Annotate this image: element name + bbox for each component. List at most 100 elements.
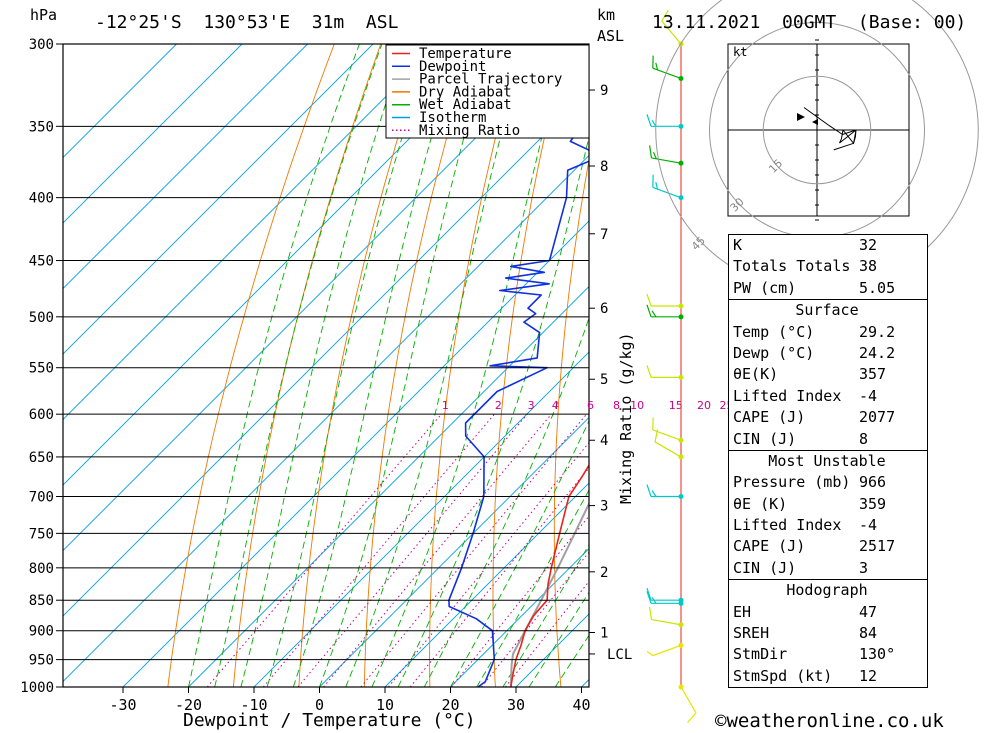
km-tick-label: 5 xyxy=(600,372,608,388)
wind-barb-feather xyxy=(654,429,659,443)
mixing-ratio-line xyxy=(481,551,589,687)
dry-adiabat-line xyxy=(363,44,475,687)
temp-tick-label: 0 xyxy=(315,696,324,714)
mixing-ratio-label: 1 xyxy=(442,399,449,412)
wind-barb-dot xyxy=(678,303,684,309)
dry-adiabat-line xyxy=(167,44,335,687)
km-tick-label: 4 xyxy=(600,433,608,449)
mu-pressure-value: 966 xyxy=(859,473,887,492)
isotherm-line xyxy=(63,44,374,355)
wind-barb-feather xyxy=(646,588,652,601)
km-tick-label: 7 xyxy=(600,227,608,243)
most-unstable-title: Most Unstable xyxy=(729,449,927,472)
mu-cin-row: CIN (J) 3 xyxy=(729,558,927,579)
mu-cape-row: CAPE (J) 2517 xyxy=(729,536,927,557)
wind-barb-feather xyxy=(646,365,652,378)
pw-label: PW (cm) xyxy=(733,278,797,297)
eh-row: EH 47 xyxy=(729,602,927,623)
wet-adiabat-line xyxy=(292,44,460,687)
indices-table: K 32 Totals Totals 38 PW (cm) 5.05 Surface … xyxy=(728,234,928,689)
hodograph-table-title: Hodograph xyxy=(729,579,927,601)
stmdir-label: StmDir xyxy=(733,645,788,664)
legend-label: Temperature xyxy=(419,46,512,62)
isotherm-line xyxy=(384,482,589,687)
pressure-tick-label: 450 xyxy=(29,254,54,270)
k-value: 32 xyxy=(859,236,878,254)
dry-adiabat-line xyxy=(553,157,589,687)
wind-barb-dot xyxy=(678,600,684,606)
plot-frame xyxy=(62,43,590,688)
stmdir-value: 130° xyxy=(859,645,896,664)
isotherm-line xyxy=(63,44,177,159)
asl-label: ASL xyxy=(597,27,625,45)
surface-temp-label: Temp (°C) xyxy=(733,322,815,341)
mu-li-label: Lifted Index xyxy=(733,516,842,535)
km-tick-label: 6 xyxy=(600,301,608,317)
wind-barb-dot xyxy=(678,75,684,81)
isotherm-line xyxy=(63,154,589,683)
wind-barb-dot xyxy=(678,494,684,500)
temp-tick-label: 30 xyxy=(507,696,525,714)
mu-cin-label: CIN (J) xyxy=(733,558,797,577)
dry-adiabat-line xyxy=(671,44,706,687)
wind-barb-feather xyxy=(687,712,697,723)
pressure-tick-label: 1000 xyxy=(20,680,54,696)
wind-barb-feather xyxy=(646,650,654,657)
pressure-tick-label: 600 xyxy=(29,407,54,423)
mixing-ratio-label: 6 xyxy=(587,399,594,412)
wind-barb-dot xyxy=(678,123,684,129)
wind-barb-feather xyxy=(649,145,653,159)
wind-barb-dot xyxy=(678,314,684,320)
pressure-tick-label: 500 xyxy=(29,310,54,326)
hodograph-ring xyxy=(762,75,872,185)
temp-tick-label: -10 xyxy=(240,696,267,714)
stmspd-value: 12 xyxy=(859,666,878,685)
tt-value: 38 xyxy=(859,257,878,276)
pressure-tick-label: 950 xyxy=(29,653,54,669)
k-label: K xyxy=(733,236,743,254)
mixing-ratio-line xyxy=(360,413,587,687)
hodograph-ring-label: 45 xyxy=(689,234,708,253)
surface-li-row: Lifted Index -4 xyxy=(729,386,927,407)
wet-adiabat-line xyxy=(240,44,407,687)
surface-theta-label: θE(K) xyxy=(733,365,779,384)
x-axis-label: Dewpoint / Temperature (°C) xyxy=(183,710,476,731)
km-tick-label: LCL xyxy=(607,647,632,663)
km-tick-label: 3 xyxy=(600,499,608,515)
surface-dewp-label: Dewp (°C) xyxy=(733,343,815,362)
km-tick-label: 8 xyxy=(600,159,608,175)
tt-row: Totals Totals 38 xyxy=(729,256,927,277)
wind-barb-feather xyxy=(646,484,652,497)
surface-cape-row: CAPE (J) 2077 xyxy=(729,407,927,428)
stmspd-row: StmSpd (kt) 12 xyxy=(729,666,927,687)
wet-adiabat-line xyxy=(319,44,491,687)
wind-barb-dot xyxy=(678,454,684,460)
mu-theta-row: θE (K) 359 xyxy=(729,494,927,515)
wind-barb-feather xyxy=(651,490,657,497)
legend-label: Dry Adiabat xyxy=(419,84,512,100)
sreh-value: 84 xyxy=(859,624,878,643)
km-label: km xyxy=(597,6,616,24)
storm-motion-marker xyxy=(812,119,818,125)
wind-barb xyxy=(652,644,682,657)
mu-theta-value: 359 xyxy=(859,494,887,513)
isotherm-line xyxy=(63,44,505,486)
eh-label: EH xyxy=(733,602,752,621)
temp-tick-label: 40 xyxy=(572,696,590,714)
mu-li-value: -4 xyxy=(859,516,878,535)
wind-barb-dot xyxy=(678,684,684,690)
wind-barb-feather xyxy=(646,304,652,318)
wind-barb xyxy=(654,441,682,458)
hpa-label: hPa xyxy=(30,6,58,24)
wind-barb-dot xyxy=(678,195,684,201)
dry-adiabat-line xyxy=(232,44,382,687)
pressure-tick-label: 400 xyxy=(29,191,54,207)
pressure-tick-label: 550 xyxy=(29,361,54,377)
wind-barb-dot xyxy=(678,437,684,443)
storm-motion-marker xyxy=(797,113,805,121)
wind-barb-feather xyxy=(649,606,653,620)
wind-barb xyxy=(651,618,682,626)
wind-barb-feather xyxy=(652,151,657,160)
